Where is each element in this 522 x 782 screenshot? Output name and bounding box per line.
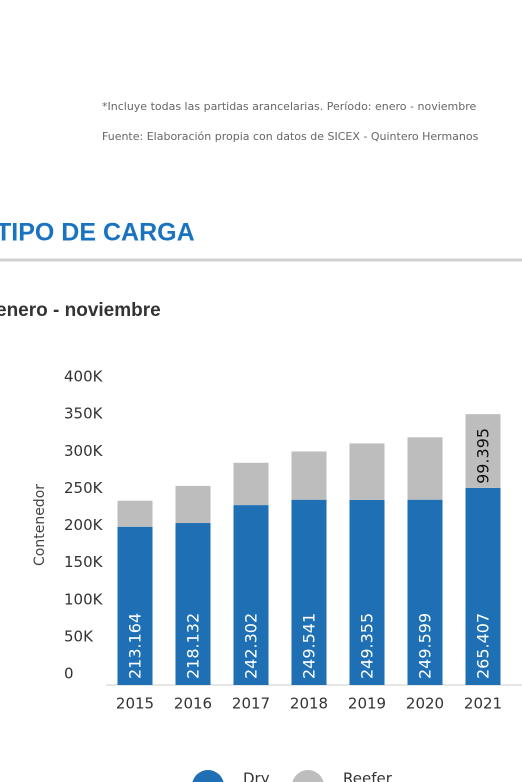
value-label: 265.407 [474,613,493,679]
value-label: 218.132 [184,613,203,679]
legend-label: Reefer [343,770,393,782]
bar-segment [175,485,211,524]
y-tick-label: 50K [64,627,94,645]
x-tick-label: 2017 [232,695,270,713]
bar-segment [291,451,327,500]
y-tick-label: 350K [64,405,104,423]
x-tick-label: 2021 [464,695,502,713]
value-label: 99.395 [474,428,493,484]
bar-segment [291,499,327,685]
bar-segment [407,499,443,685]
chart-title: TIPO DE CARGA [0,219,195,247]
value-label: 249.599 [416,613,435,679]
y-tick-label: 250K [64,479,104,497]
note: Fuente: Elaboración propia con datos de … [102,130,479,143]
bar-segment [117,526,153,685]
x-tick-label: 2016 [174,695,212,713]
value-label: 242.302 [242,613,261,679]
bar-segment [233,505,269,685]
note: *Incluye todas las partidas arancelarias… [102,100,477,113]
x-tick-label: 2015 [116,695,154,713]
bar-segment [465,414,501,488]
bar-segment [117,500,153,527]
y-tick-label: 300K [64,442,104,460]
bar-segment [407,437,443,500]
y-axis-title: Contenedor [32,484,48,566]
bar-segment [349,499,385,685]
legend-swatch [292,770,324,782]
y-tick-label: 100K [64,590,104,608]
y-tick-label: 0 [64,665,74,683]
bar-segment [349,443,385,500]
value-label: 249.355 [358,613,377,679]
x-tick-label: 2019 [348,695,386,713]
x-tick-label: 2020 [406,695,444,713]
y-tick-label: 200K [64,516,104,534]
bar-segment [465,487,501,685]
y-tick-label: 150K [64,553,104,571]
legend-swatch [192,770,224,782]
x-tick-label: 2018 [290,695,328,713]
value-label: 249.541 [300,613,319,679]
bar-segment [233,462,269,506]
value-label: 213.164 [126,613,145,679]
legend-label: Dry [243,770,270,782]
bar-segment [175,523,211,685]
chart-subtitle: enero - noviembre [0,300,161,321]
y-tick-label: 400K [64,368,104,386]
